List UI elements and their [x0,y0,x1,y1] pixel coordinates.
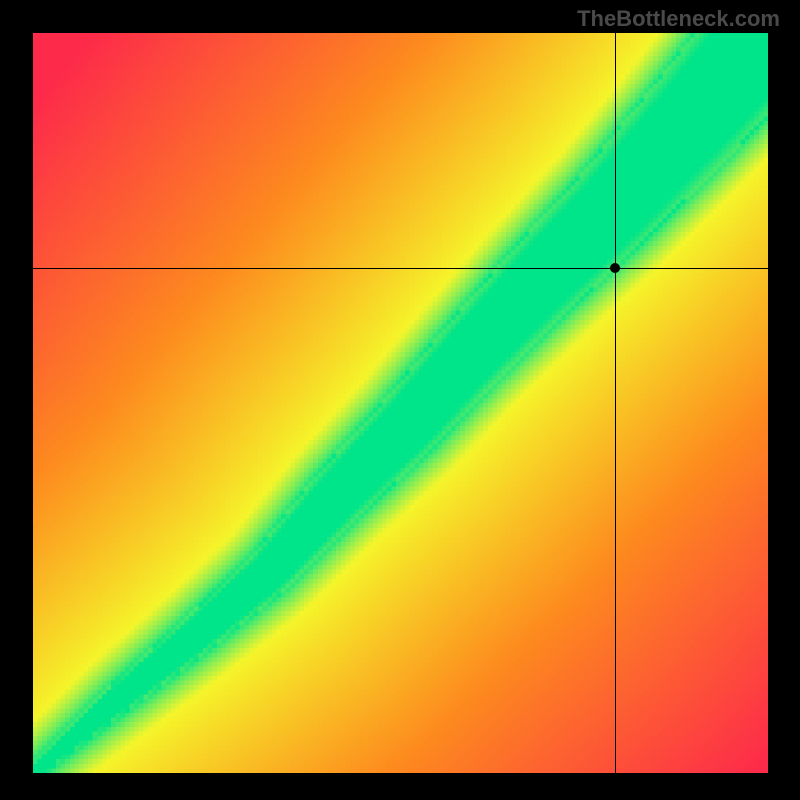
chart-container: TheBottleneck.com [0,0,800,800]
heatmap-canvas [33,33,768,773]
watermark-text: TheBottleneck.com [577,6,780,32]
crosshair-horizontal [33,268,768,269]
crosshair-vertical [615,33,616,773]
heatmap-plot [33,33,768,773]
